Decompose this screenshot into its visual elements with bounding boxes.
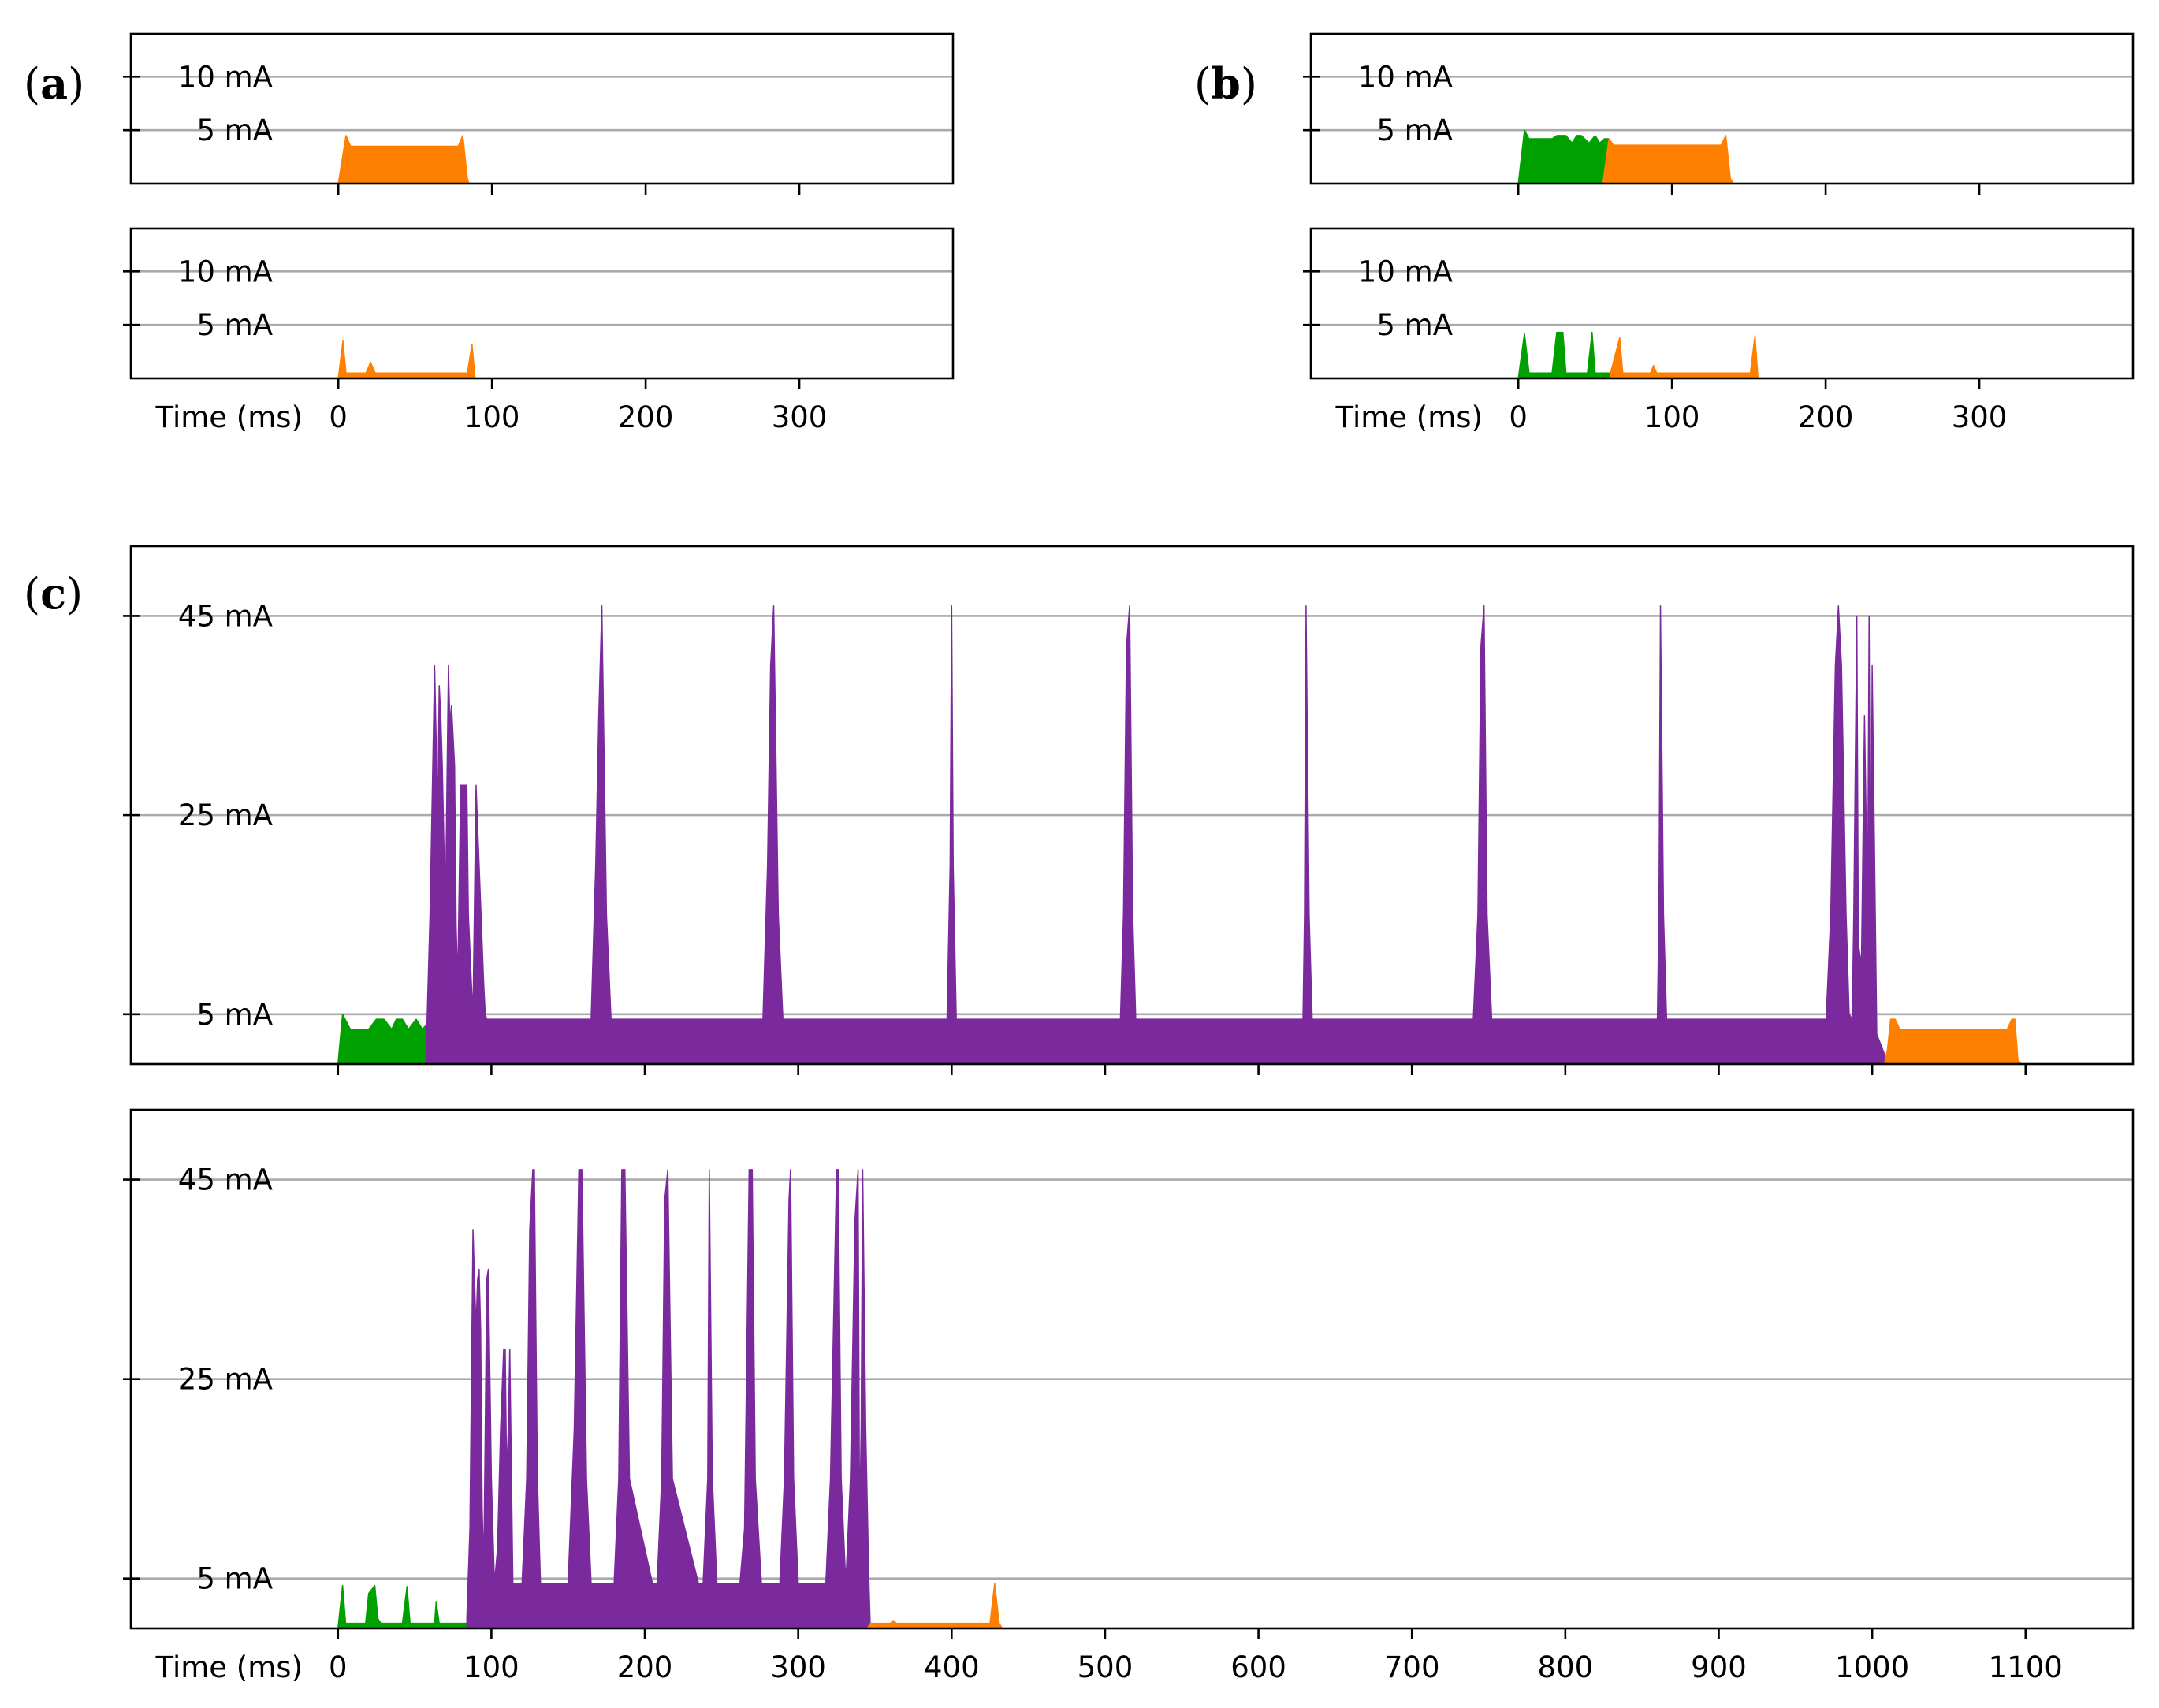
y-tick-label: 5 mA <box>196 998 273 1032</box>
x-tick-label: 100 <box>464 400 520 434</box>
y-tick-label: 10 mA <box>1358 255 1453 288</box>
series-area-purple <box>426 605 1889 1065</box>
x-tick-label: 300 <box>1952 400 2008 434</box>
y-tick-label: 5 mA <box>196 113 273 147</box>
x-tick-label: 600 <box>1230 1650 1286 1684</box>
x-tick-label: 100 <box>1644 400 1700 434</box>
x-tick-label: 800 <box>1538 1650 1594 1684</box>
series-area-green <box>337 1014 428 1065</box>
y-tick-label: 10 mA <box>178 60 273 94</box>
series-area-orange <box>866 1583 1003 1629</box>
series-area-orange <box>1883 1018 2022 1065</box>
x-tick-label: 200 <box>617 1650 673 1684</box>
plot-frame <box>129 32 955 185</box>
y-tick-label: 45 mA <box>178 1163 273 1197</box>
y-tick-label: 5 mA <box>196 308 273 342</box>
plot-frame <box>129 1108 2135 1630</box>
y-tick-label: 5 mA <box>196 1562 273 1596</box>
x-tick-label: 900 <box>1691 1650 1747 1684</box>
x-axis-label: Time (ms) <box>155 400 303 434</box>
chart-b-bottom: 5 mA 10 mA 0 100 200 300 Time (ms) <box>1303 227 2135 434</box>
x-tick-label: 0 <box>1509 400 1528 434</box>
plot-frame <box>1309 32 2135 185</box>
y-tick-label: 5 mA <box>1376 308 1453 342</box>
y-tick-label: 25 mA <box>178 798 273 832</box>
series-area-orange <box>1610 334 1759 379</box>
x-tick-label: 200 <box>618 400 674 434</box>
x-tick-label: 400 <box>924 1650 980 1684</box>
x-tick-label: 500 <box>1078 1650 1133 1684</box>
panel-label-c: (c) <box>24 568 83 619</box>
panel-label-a: (a) <box>24 58 84 109</box>
plot-frame <box>1309 227 2135 380</box>
series-area-green <box>337 1584 469 1629</box>
x-tick-label: 300 <box>770 1650 826 1684</box>
series-area-orange <box>337 135 470 184</box>
x-tick-label: 100 <box>463 1650 519 1684</box>
y-tick-label: 10 mA <box>178 255 273 288</box>
y-tick-label: 45 mA <box>178 599 273 633</box>
chart-b-top: 5 mA 10 mA <box>1303 32 2135 195</box>
chart-a-top: 5 mA 10 mA <box>123 32 955 195</box>
series-area-orange <box>1602 135 1734 184</box>
x-tick-label: 1000 <box>1835 1650 1909 1684</box>
plot-frame <box>129 545 2135 1066</box>
x-tick-label: 1100 <box>1989 1650 2063 1684</box>
y-tick-label: 5 mA <box>1376 113 1453 147</box>
x-tick-label: 0 <box>329 400 348 434</box>
chart-c-bottom: 5 mA 25 mA 45 mA 0 100 200 300 400 500 600 700 800 9… <box>123 1108 2135 1684</box>
x-tick-label: 700 <box>1384 1650 1440 1684</box>
chart-a-bottom: 5 mA 10 mA 0 100 200 300 Time (ms) <box>123 227 955 434</box>
series-area-orange <box>337 340 476 379</box>
series-area-green <box>1517 129 1610 184</box>
chart-c-top: 5 mA 25 mA 45 mA <box>123 545 2135 1075</box>
x-tick-label: 300 <box>772 400 828 434</box>
panel-label-b: (b) <box>1194 58 1257 109</box>
x-tick-label: 200 <box>1798 400 1854 434</box>
series-area-green <box>1517 331 1614 379</box>
x-axis-label: Time (ms) <box>1335 400 1483 434</box>
x-axis-label: Time (ms) <box>155 1650 303 1684</box>
series-area-purple <box>466 1169 871 1629</box>
plot-frame <box>129 227 955 380</box>
x-tick-label: 0 <box>329 1650 348 1684</box>
y-tick-label: 10 mA <box>1358 60 1453 94</box>
y-tick-label: 25 mA <box>178 1363 273 1397</box>
